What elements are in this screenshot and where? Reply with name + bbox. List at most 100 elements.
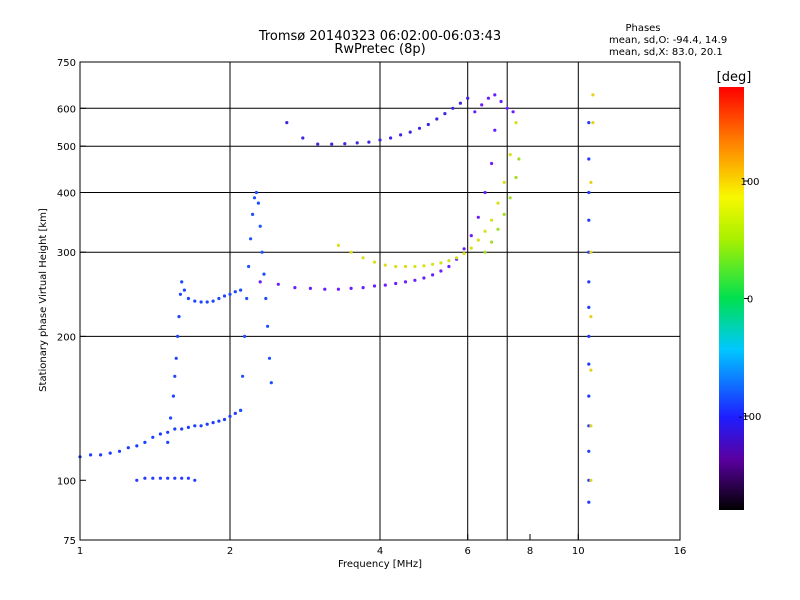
y-tick-label: 300 — [57, 248, 76, 259]
data-point — [166, 476, 170, 480]
data-point — [589, 250, 593, 254]
data-point — [490, 218, 494, 222]
colorbar-tick-label: 100 — [740, 177, 759, 188]
data-point — [182, 288, 186, 292]
data-point — [336, 287, 340, 291]
data-point — [276, 282, 280, 286]
data-point — [267, 356, 272, 360]
data-point — [217, 419, 221, 423]
data-point — [591, 121, 595, 125]
data-point — [383, 283, 387, 287]
data-point — [589, 180, 593, 184]
data-point — [473, 110, 477, 114]
trace-5 — [285, 96, 470, 146]
data-point — [462, 247, 466, 251]
data-point — [439, 261, 443, 265]
data-point — [316, 142, 320, 146]
data-point — [490, 240, 494, 244]
data-point — [269, 381, 273, 385]
data-point — [186, 476, 190, 480]
data-point — [443, 112, 447, 116]
data-point — [403, 264, 408, 269]
data-point — [349, 250, 353, 254]
data-point — [587, 362, 591, 366]
data-point — [587, 394, 591, 398]
data-point — [89, 453, 93, 457]
data-point — [126, 446, 130, 450]
data-point — [258, 224, 262, 228]
data-point — [431, 273, 435, 277]
data-point — [249, 237, 253, 241]
data-point — [266, 324, 270, 328]
trace-1 — [135, 476, 197, 482]
data-point — [343, 142, 347, 146]
data-point — [372, 284, 377, 288]
y-tick-label: 500 — [57, 142, 76, 153]
data-point — [587, 121, 591, 125]
data-point — [587, 500, 591, 504]
data-point — [180, 280, 184, 284]
data-point — [258, 280, 262, 284]
data-point — [256, 201, 260, 205]
chart-subtitle: RwPretec (8p) — [334, 42, 425, 57]
colorbar-gradient — [719, 87, 744, 510]
y-tick-label: 400 — [57, 188, 76, 199]
data-point — [589, 368, 593, 372]
data-point — [293, 286, 297, 290]
data-point — [483, 229, 487, 233]
data-point — [587, 305, 591, 309]
data-point — [330, 142, 334, 146]
data-point — [496, 227, 500, 231]
data-point — [186, 296, 190, 301]
data-point — [394, 281, 398, 286]
data-point — [243, 334, 247, 338]
data-point — [158, 432, 162, 436]
data-point — [222, 294, 227, 298]
data-point — [502, 212, 506, 216]
trace-2 — [166, 280, 243, 444]
data-point — [211, 299, 215, 303]
x-tick-label: 2 — [227, 546, 233, 557]
data-point — [589, 478, 593, 482]
data-point — [199, 300, 203, 304]
data-point — [323, 287, 327, 291]
data-point — [469, 234, 473, 238]
x-tick-label: 10 — [572, 546, 585, 557]
data-point — [211, 421, 215, 425]
data-point — [431, 262, 435, 266]
grid-lines — [80, 62, 680, 540]
data-point — [447, 259, 451, 263]
data-point — [589, 424, 593, 428]
data-point — [422, 264, 426, 268]
data-point — [178, 292, 182, 296]
data-point — [514, 121, 518, 125]
data-point — [417, 126, 422, 130]
data-point — [241, 374, 245, 378]
x-tick-label: 16 — [674, 546, 687, 557]
chart-title: Tromsø 20140323 06:02:00-06:03:43 — [258, 29, 501, 44]
colorbar-tick-label: -100 — [739, 412, 762, 423]
y-tick-label: 600 — [57, 104, 76, 115]
data-point — [451, 106, 455, 110]
data-point — [591, 93, 595, 97]
data-point — [166, 430, 170, 434]
data-point — [439, 269, 443, 273]
x-axis: 1 2 4 6 8 10 16 — [77, 534, 687, 557]
data-point — [173, 427, 177, 431]
trace-6 — [336, 121, 518, 269]
data-point — [245, 296, 249, 301]
data-point — [587, 190, 591, 195]
data-point — [239, 288, 243, 292]
data-point — [233, 411, 237, 415]
data-point — [349, 286, 353, 290]
data-point — [173, 476, 177, 480]
data-point — [260, 250, 264, 254]
data-point — [483, 190, 487, 195]
x-tick-label: 1 — [77, 546, 83, 557]
data-point — [222, 417, 227, 422]
data-point — [413, 278, 417, 282]
data-point — [173, 374, 177, 378]
data-point — [389, 136, 393, 140]
trace-10 — [589, 93, 595, 482]
data-point — [422, 276, 426, 280]
